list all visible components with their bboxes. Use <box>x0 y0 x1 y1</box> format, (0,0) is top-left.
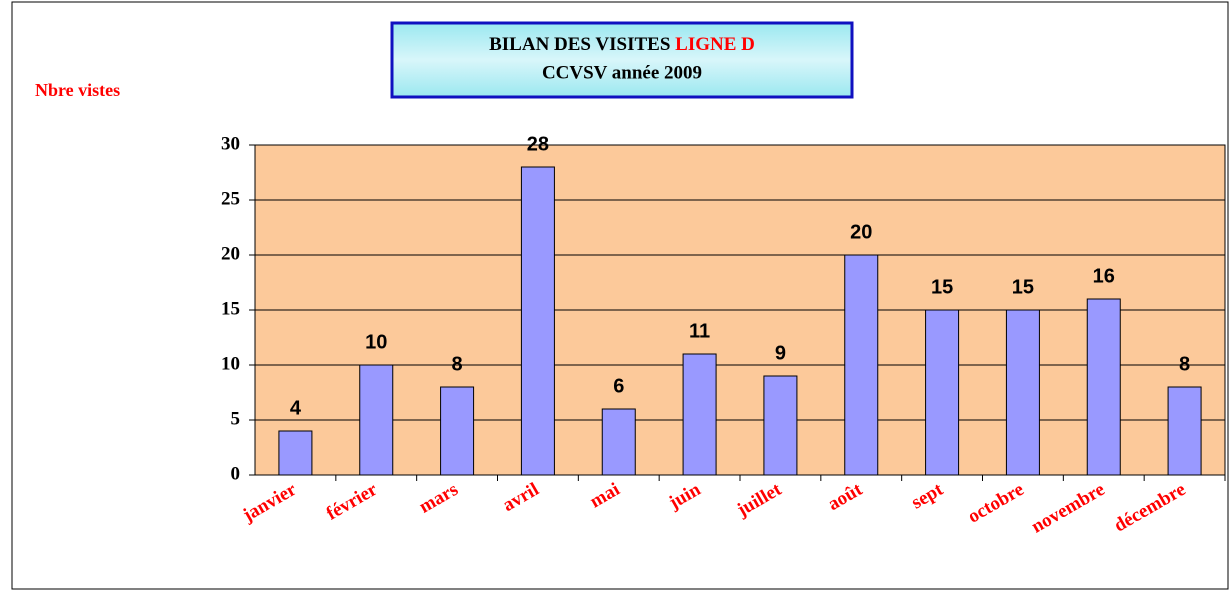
title-part: LIGNE D <box>675 34 755 55</box>
data-label: 8 <box>452 353 463 375</box>
bar <box>682 353 717 476</box>
data-label: 20 <box>850 221 872 243</box>
chart-subtitle: CCVSV année 2009 <box>542 62 702 83</box>
title-part: BILAN DES VISITES <box>489 34 670 55</box>
data-label: 15 <box>1012 276 1034 298</box>
y-tick-label: 10 <box>221 353 240 374</box>
bar <box>1086 298 1121 476</box>
bar <box>844 254 879 476</box>
title-box <box>390 21 854 99</box>
bar <box>278 430 313 476</box>
y-tick-label: 25 <box>221 188 240 209</box>
bar <box>601 408 636 476</box>
y-tick-label: 30 <box>221 133 240 154</box>
data-label: 9 <box>775 342 786 364</box>
bar <box>763 375 798 476</box>
data-label: 6 <box>613 375 624 397</box>
bar <box>925 309 960 476</box>
data-label: 16 <box>1093 265 1115 287</box>
chart-title: BILAN DES VISITES LIGNE D <box>489 34 755 55</box>
y-tick-label: 20 <box>221 243 240 264</box>
bar <box>359 364 394 476</box>
data-label: 11 <box>689 320 710 342</box>
y-tick-label: 0 <box>231 463 241 484</box>
data-label: 28 <box>527 133 549 155</box>
y-axis-label: Nbre vistes <box>35 80 120 100</box>
data-label: 4 <box>290 397 302 419</box>
data-label: 15 <box>931 276 953 298</box>
y-tick-label: 5 <box>231 408 241 429</box>
data-label: 10 <box>365 331 387 353</box>
data-label: 8 <box>1179 353 1190 375</box>
y-tick-label: 15 <box>221 298 240 319</box>
bar <box>520 166 555 476</box>
bar <box>440 386 475 476</box>
bar <box>1005 309 1040 476</box>
bar <box>1167 386 1202 476</box>
